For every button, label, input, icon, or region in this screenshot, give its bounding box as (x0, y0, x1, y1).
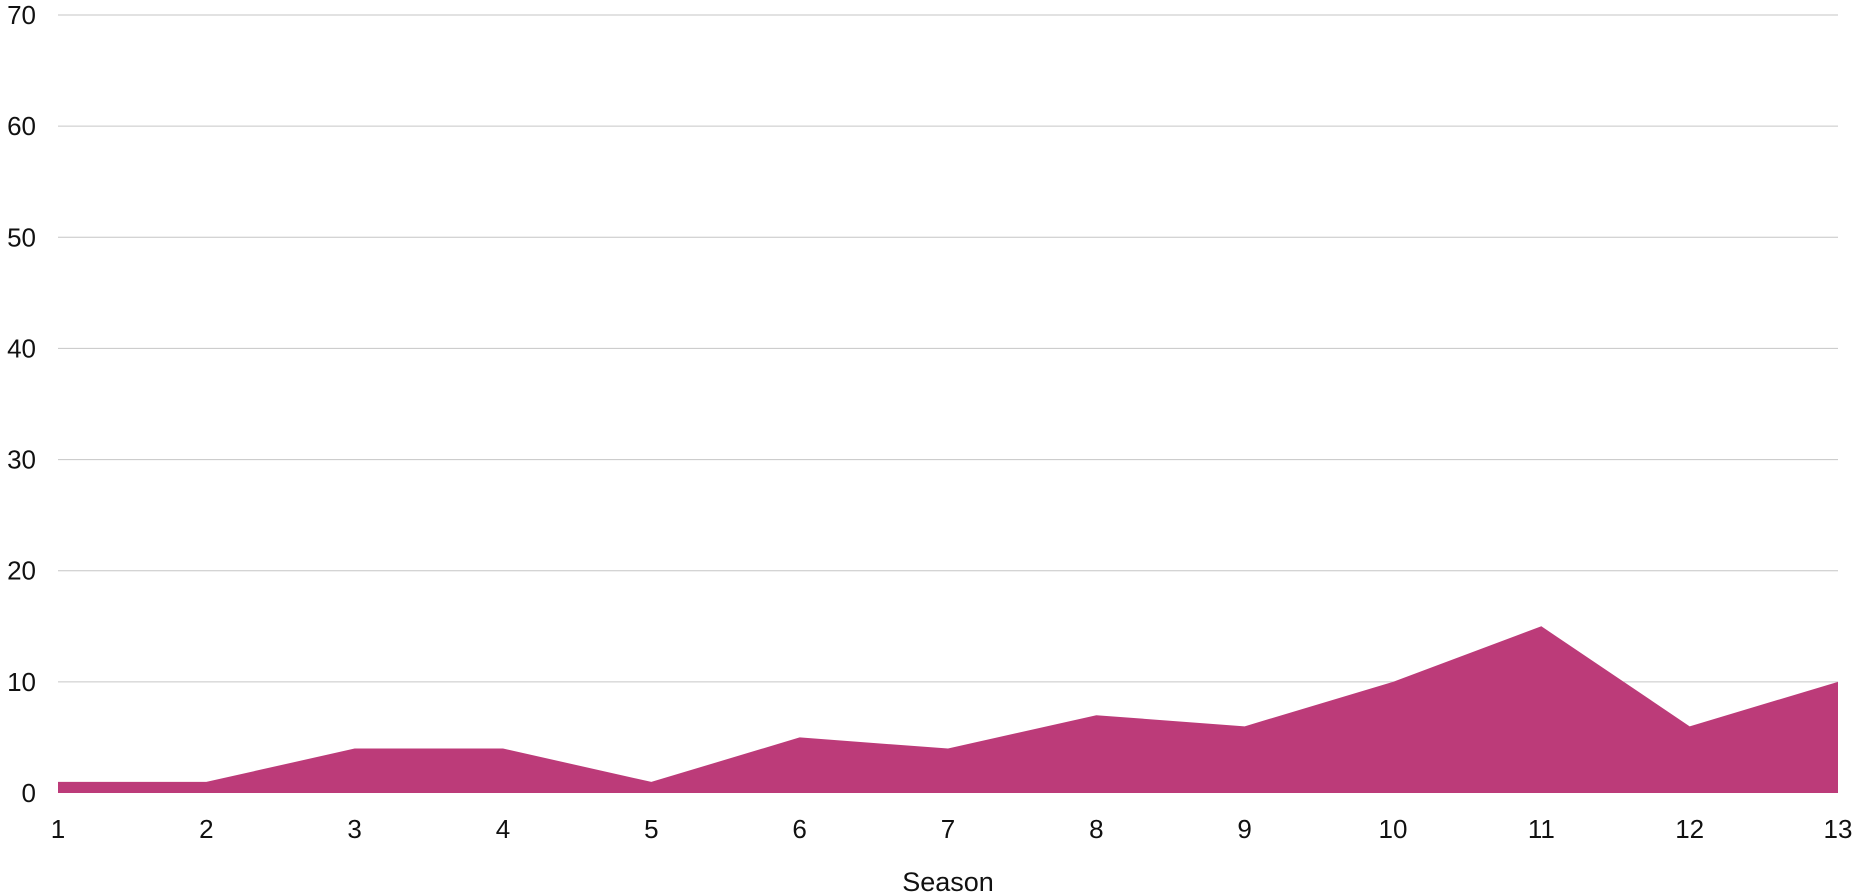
x-tick-label: 3 (347, 814, 361, 844)
x-tick-label: 5 (644, 814, 658, 844)
y-tick-label: 30 (7, 445, 36, 475)
x-tick-label: 1 (51, 814, 65, 844)
x-tick-label: 13 (1824, 814, 1853, 844)
y-tick-label: 0 (22, 778, 36, 808)
x-tick-label: 8 (1089, 814, 1103, 844)
y-tick-label: 50 (7, 222, 36, 252)
x-tick-label: 9 (1237, 814, 1251, 844)
y-tick-label: 60 (7, 111, 36, 141)
x-tick-label: 11 (1528, 814, 1555, 844)
y-axis: 0 10 20 30 40 50 60 70 (7, 0, 36, 808)
x-tick-label: 6 (792, 814, 806, 844)
y-tick-label: 40 (7, 333, 36, 363)
x-axis-title: Season (902, 867, 994, 896)
x-axis: 1 2 3 4 5 6 7 8 9 10 11 12 13 (51, 814, 1853, 844)
gridlines (58, 14, 1838, 683)
series-layer (58, 626, 1838, 793)
area-series-0 (58, 626, 1838, 793)
y-tick-label: 70 (7, 0, 36, 30)
y-tick-label: 10 (7, 667, 36, 697)
x-tick-label: 2 (199, 814, 213, 844)
x-tick-label: 10 (1379, 814, 1408, 844)
x-tick-label: 7 (941, 814, 955, 844)
x-tick-label: 4 (496, 814, 510, 844)
y-tick-label: 20 (7, 556, 36, 586)
x-tick-label: 12 (1675, 814, 1704, 844)
